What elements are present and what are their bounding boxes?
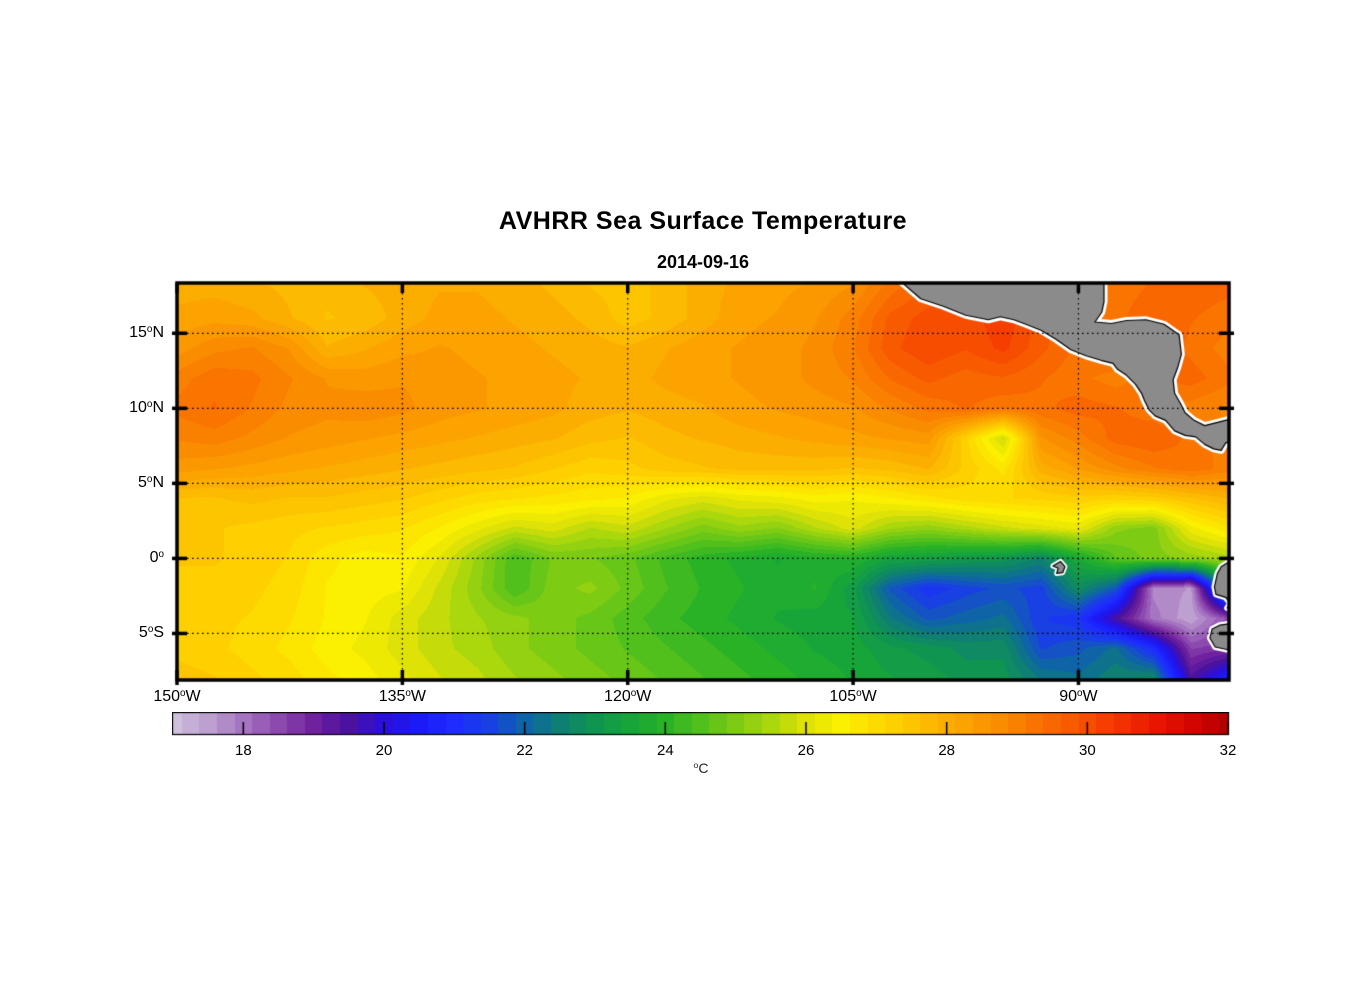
celsius-letter: C — [698, 760, 709, 776]
x-tick-label: 105oW — [829, 687, 877, 705]
x-tick-label: 135oW — [378, 687, 427, 705]
page-title: AVHRR Sea Surface Temperature — [498, 207, 908, 235]
y-tick-label: 15oN — [129, 323, 164, 342]
x-tick-label: 120oW — [604, 687, 652, 705]
colorbar-tick-label: 22 — [516, 742, 533, 759]
colorbar-unit-label: oC — [641, 760, 761, 776]
x-tick-label: 150oW — [153, 687, 201, 705]
colorbar-tick-label: 24 — [656, 742, 674, 759]
colorbar-tick-label: 20 — [375, 742, 393, 759]
colorbar-tick-label: 18 — [234, 742, 252, 759]
y-tick-label: 0o — [149, 548, 164, 567]
degree-symbol: o — [693, 760, 699, 771]
date-subtitle: 2014-09-16 — [656, 252, 750, 272]
colorbar-tick-label: 26 — [797, 742, 815, 759]
colorbar-canvas — [172, 712, 1231, 736]
y-tick-label: 5oN — [138, 473, 164, 492]
colorbar-tick-label: 30 — [1078, 742, 1096, 759]
y-tick-label: 5oS — [138, 624, 164, 642]
y-tick-label: 10oN — [129, 398, 164, 417]
sst-map-canvas — [168, 275, 1236, 688]
colorbar-tick-label: 28 — [938, 742, 955, 759]
x-tick-label: 90oW — [1059, 687, 1098, 705]
colorbar-tick-label: 32 — [1219, 742, 1237, 759]
